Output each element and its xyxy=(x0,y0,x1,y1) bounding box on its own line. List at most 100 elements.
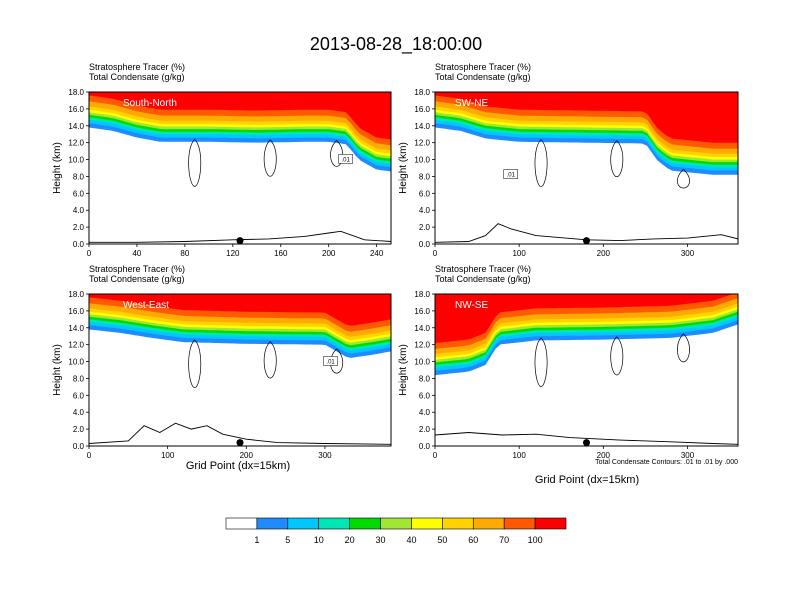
y-tick-label: 6.0 xyxy=(73,189,85,198)
y-tick-label: 6.0 xyxy=(73,391,85,400)
y-tick-label: 14.0 xyxy=(414,324,430,333)
y-tick-label: 14.0 xyxy=(68,324,84,333)
tracer-band-10 xyxy=(89,92,391,140)
panel-sw-ne: Stratosphere Tracer (%)Total Condensate … xyxy=(398,62,739,258)
y-tick-label: 10.0 xyxy=(68,156,84,165)
plot-frame xyxy=(434,91,739,245)
y-tick-label: 6.0 xyxy=(419,391,431,400)
panel-title-tracer: Stratosphere Tracer (%) xyxy=(89,264,185,274)
colorbar-label: 10 xyxy=(314,535,324,545)
location-marker xyxy=(583,237,590,245)
x-tick-label: 80 xyxy=(180,249,189,258)
colorbar-label: 5 xyxy=(285,535,290,545)
y-tick-label: 18.0 xyxy=(414,88,430,97)
contour-label-box xyxy=(338,154,353,164)
tracer-band-10 xyxy=(89,294,391,326)
y-tick-label: 4.0 xyxy=(73,408,85,417)
y-tick-label: 0.0 xyxy=(419,442,431,451)
colorbar-label: 100 xyxy=(528,535,543,545)
y-tick-label: 18.0 xyxy=(68,290,84,299)
colorbar-label: 50 xyxy=(437,535,447,545)
panel-label: NW-SE xyxy=(455,300,488,311)
panel-label: West-East xyxy=(123,300,169,311)
y-tick-label: 16.0 xyxy=(68,105,84,114)
x-tick-label: 100 xyxy=(512,451,526,460)
panel-nw-se: Stratosphere Tracer (%)Total Condensate … xyxy=(398,264,739,460)
panel-title-condensate: Total Condensate (g/kg) xyxy=(89,72,185,82)
x-tick-label: 200 xyxy=(322,249,336,258)
terrain-line xyxy=(89,230,391,243)
panel-label: South-North xyxy=(123,98,177,109)
y-tick-label: 16.0 xyxy=(68,307,84,316)
panel-title-tracer: Stratosphere Tracer (%) xyxy=(435,62,531,72)
y-axis-label: Height (km) xyxy=(398,344,409,396)
x-tick-label: 100 xyxy=(161,451,175,460)
y-tick-label: 12.0 xyxy=(414,341,430,350)
condensate-contour xyxy=(188,339,202,388)
y-tick-label: 2.0 xyxy=(73,223,85,232)
x-tick-label: 300 xyxy=(318,451,332,460)
colorbar-label: 30 xyxy=(376,535,386,545)
contour-label: .01 xyxy=(326,359,335,365)
colorbar-swatch xyxy=(380,517,412,530)
condensate-contour xyxy=(330,139,343,167)
panels-group: Stratosphere Tracer (%)Total Condensate … xyxy=(52,62,739,460)
colorbar-label: 60 xyxy=(468,535,478,545)
colorbar-label: 1 xyxy=(254,535,259,545)
y-tick-label: 18.0 xyxy=(68,88,84,97)
tracer-field xyxy=(435,92,738,243)
x-tick-label: 240 xyxy=(370,249,384,258)
x-tick-label: 40 xyxy=(132,249,141,258)
tracer-band-10 xyxy=(435,92,738,143)
tracer-field xyxy=(435,294,738,445)
terrain-line xyxy=(435,223,738,243)
y-tick-label: 10.0 xyxy=(414,358,430,367)
condensate-contour xyxy=(610,336,624,376)
y-axis-label: Height (km) xyxy=(52,344,63,396)
y-tick-label: 8.0 xyxy=(419,374,431,383)
y-tick-label: 4.0 xyxy=(419,408,431,417)
location-marker xyxy=(236,439,244,447)
contour-label: .01 xyxy=(342,157,351,163)
y-tick-label: 8.0 xyxy=(419,172,431,181)
y-tick-label: 4.0 xyxy=(73,206,85,215)
y-tick-label: 10.0 xyxy=(68,358,84,367)
x-tick-label: 200 xyxy=(597,249,611,258)
y-tick-label: 0.0 xyxy=(419,240,431,249)
condensate-contour xyxy=(677,168,690,189)
x-tick-label: 0 xyxy=(87,451,92,460)
y-tick-label: 14.0 xyxy=(68,122,84,131)
tracer-field xyxy=(89,92,391,243)
colorbar-label: 20 xyxy=(345,535,355,545)
condensate-contour xyxy=(263,341,277,379)
plot-frame xyxy=(88,91,392,245)
y-tick-label: 12.0 xyxy=(414,139,430,148)
condensate-contour xyxy=(188,138,202,187)
y-tick-label: 10.0 xyxy=(414,156,430,165)
contour-label-box xyxy=(503,169,518,179)
colorbar-swatch xyxy=(442,517,474,530)
x-axis-label-right: Grid Point (dx=15km) xyxy=(535,474,639,486)
colorbar-swatch xyxy=(225,517,258,530)
y-axis-label: Height (km) xyxy=(52,142,63,194)
x-tick-label: 300 xyxy=(681,249,695,258)
colorbar: 1 5 10 20 30 40 50 60 70 100 xyxy=(225,517,567,545)
panel-title-tracer: Stratosphere Tracer (%) xyxy=(89,62,185,72)
y-tick-label: 18.0 xyxy=(414,290,430,299)
colorbar-swatch xyxy=(472,517,505,530)
x-tick-label: 300 xyxy=(681,451,695,460)
y-tick-label: 4.0 xyxy=(419,206,431,215)
colorbar-label: 70 xyxy=(499,535,509,545)
location-marker xyxy=(236,237,244,245)
y-tick-label: 2.0 xyxy=(419,425,431,434)
colorbar-swatch xyxy=(256,517,289,530)
tracer-field xyxy=(89,294,391,445)
contour-label: .01 xyxy=(507,173,516,179)
location-marker xyxy=(583,439,590,447)
colorbar-swatch xyxy=(349,517,381,530)
colorbar-swatch xyxy=(318,517,350,530)
condensate-contour xyxy=(610,140,624,178)
y-tick-label: 14.0 xyxy=(414,122,430,131)
plot-frame xyxy=(88,293,392,447)
